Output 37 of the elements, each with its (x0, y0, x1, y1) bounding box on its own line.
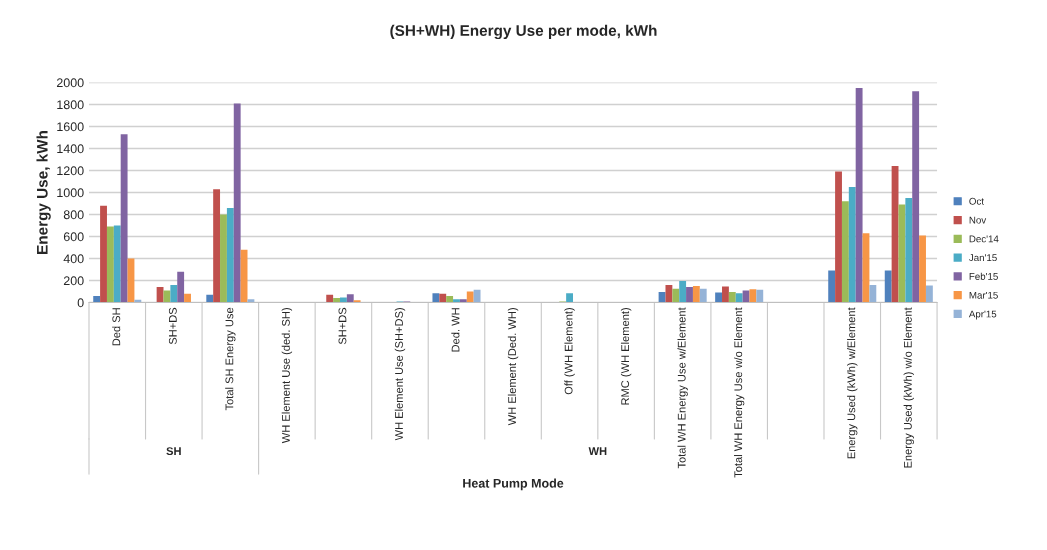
y-axis-title: Energy Use, kWh (36, 131, 51, 254)
legend-label: Dec'14 (969, 235, 999, 243)
chart-title: (SH+WH) Energy Use per mode, kWh (390, 24, 657, 40)
y-tick-label: 1400 (57, 144, 84, 154)
x-tick-label: Off (WH Element) (564, 308, 575, 395)
x-tick-label: Energy Used (kWh) w/o Element (903, 307, 914, 468)
x-tick-label: Energy Used (kWh) w/Element (847, 307, 858, 459)
legend-label: Mar'15 (969, 291, 998, 299)
x-tick-label: Total SH Energy Use (225, 307, 236, 411)
x-tick-label: Ded SH (112, 308, 121, 346)
text: WH (588, 447, 607, 455)
x-tick-label: WH Element (Ded. WH) (507, 308, 519, 426)
x-tick-label: SH+DS (168, 307, 177, 345)
y-tick-label: 1200 (57, 166, 84, 176)
x-tick-label: SH+DS (338, 307, 347, 345)
y-tick-label: 0 (77, 298, 84, 308)
x-axis-title: Heat Pump Mode (463, 478, 564, 491)
y-tick-label: 400 (63, 254, 84, 264)
y-tick-label: 2000 (56, 78, 84, 88)
x-tick-label: WH Element Use (SH+DS) (394, 308, 406, 441)
legend-label: Apr'15 (968, 310, 997, 320)
legend-label: Jan'15 (969, 254, 997, 262)
x-tick-label: RMC (WH Element) (620, 308, 632, 405)
y-tick-label: 1600 (57, 122, 84, 132)
legend-label: Feb'15 (969, 272, 998, 280)
x-tick-label: Total WH Energy Use w/o Element (734, 307, 745, 478)
x-tick-label: Total WH Energy Use w/Element (677, 307, 688, 469)
y-tick-label: 600 (63, 232, 84, 242)
x-tick-label: Ded. WH (451, 308, 460, 352)
legend-label: Oct (969, 197, 984, 205)
text: SH (166, 447, 181, 456)
y-tick-label: 800 (63, 210, 84, 220)
y-tick-label: 1000 (57, 188, 84, 198)
legend-label: Nov (969, 216, 987, 224)
y-tick-label: 1800 (57, 100, 84, 110)
x-tick-label: WH Element Use (ded. SH) (281, 308, 293, 444)
y-tick-label: 200 (63, 276, 84, 286)
